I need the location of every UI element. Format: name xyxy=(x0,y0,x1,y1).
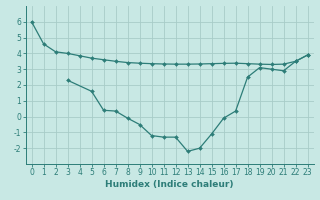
X-axis label: Humidex (Indice chaleur): Humidex (Indice chaleur) xyxy=(105,180,234,189)
